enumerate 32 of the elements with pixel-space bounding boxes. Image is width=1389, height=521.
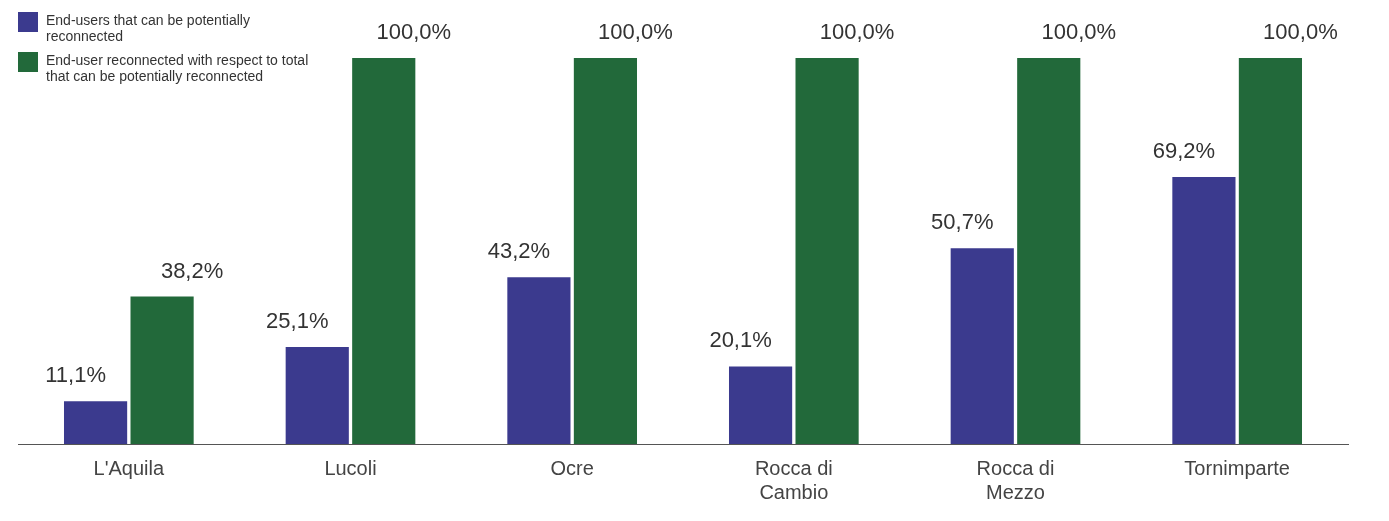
bar <box>352 58 416 444</box>
data-label: 100,0% <box>598 19 673 45</box>
bar <box>795 58 859 444</box>
bar <box>1238 58 1302 444</box>
bar <box>507 277 571 444</box>
x-tick-label: Tornimparte <box>1184 456 1290 479</box>
data-label: 100,0% <box>1263 19 1338 45</box>
bar <box>729 366 793 444</box>
x-tick-label: Lucoli <box>324 456 377 479</box>
bar <box>573 58 637 444</box>
data-label: 38,2% <box>160 257 224 283</box>
data-label: 100,0% <box>819 19 895 45</box>
bar <box>1017 58 1081 444</box>
x-tick-label: Rocca di Cambio <box>754 456 833 503</box>
bar <box>64 401 128 444</box>
legend-label: End-users that can be potentially reconnected <box>46 12 251 44</box>
data-label: 100,0% <box>376 19 452 45</box>
data-label: 43,2% <box>487 238 551 264</box>
data-label: 100,0% <box>1041 19 1117 45</box>
bar <box>285 347 349 444</box>
bar <box>950 248 1014 444</box>
bar <box>1172 176 1236 444</box>
data-label: 69,2% <box>1152 137 1216 163</box>
legend-label: End-user reconnected with respect to total that can be potentially reconnected <box>46 52 310 84</box>
x-tick-label: L'Aquila <box>93 456 165 479</box>
bar <box>130 296 194 444</box>
data-label: 25,1% <box>266 308 329 334</box>
data-label: 11,1% <box>45 362 106 388</box>
x-tick-label: Ocre <box>550 456 594 479</box>
data-label: 20,1% <box>709 327 772 353</box>
data-label: 50,7% <box>931 209 994 235</box>
x-tick-label: Rocca di Mezzo <box>976 456 1055 503</box>
